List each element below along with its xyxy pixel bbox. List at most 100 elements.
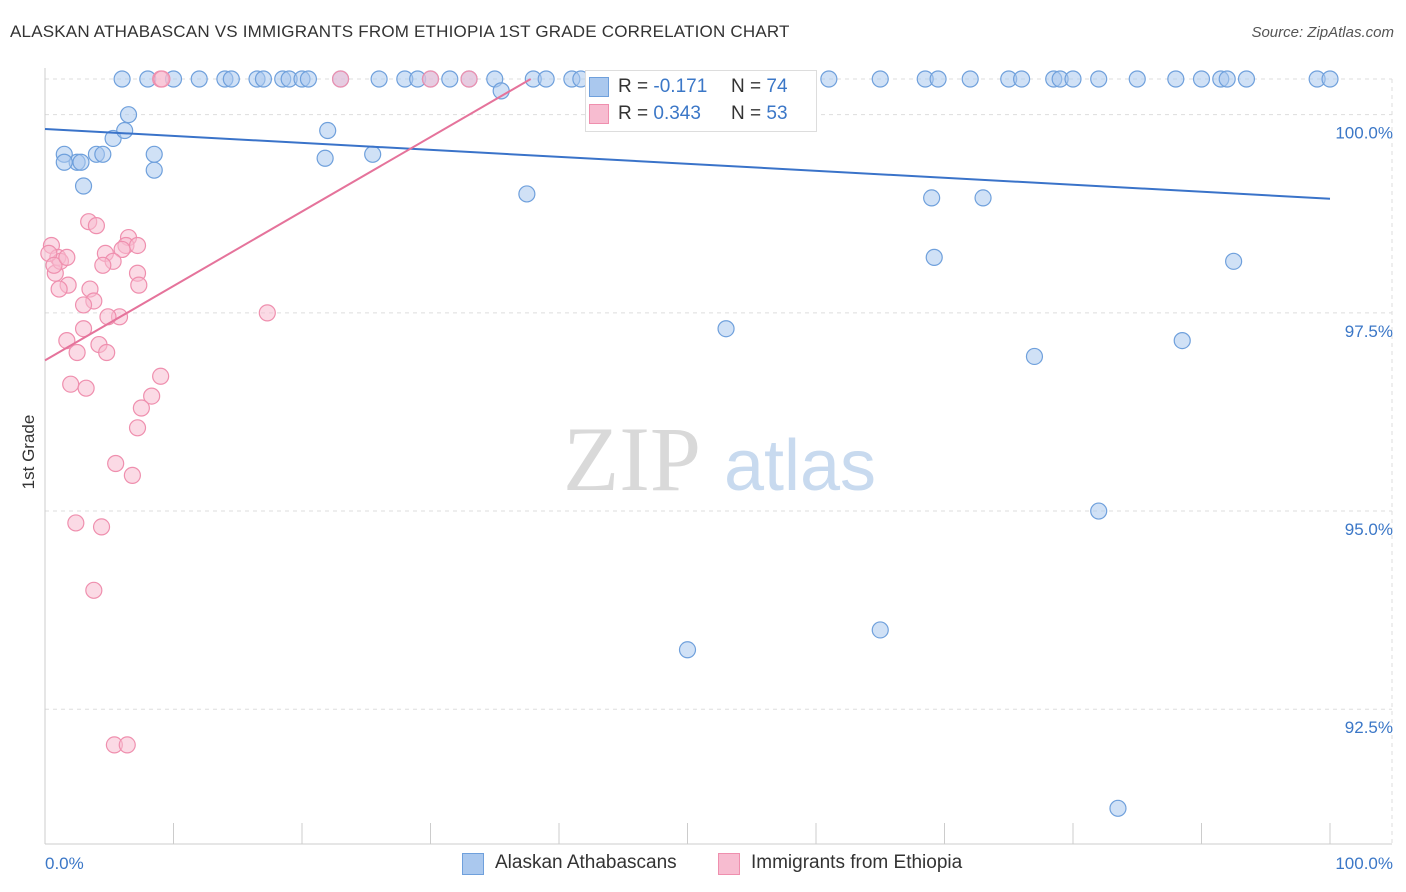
athabascan-point <box>1090 502 1108 520</box>
source-label: Source: ZipAtlas.com <box>1251 24 1394 41</box>
athabascan-point <box>441 70 459 88</box>
legend-swatch-pink <box>589 104 609 124</box>
ethiopia-point <box>118 736 136 754</box>
athabascan-point <box>72 153 90 171</box>
points-layer <box>40 70 1339 817</box>
athabascan-point <box>113 70 131 88</box>
ethiopia-point <box>153 70 171 88</box>
athabascan-point <box>923 189 941 207</box>
ethiopia-point <box>98 343 116 362</box>
ethiopia-point <box>258 304 276 322</box>
watermark-atlas: atlas <box>724 426 876 506</box>
axis-layer: 92.5% 95.0% 97.5% 100.0% 0.0% 100.0% <box>44 68 1393 873</box>
ethiopia-point <box>87 217 106 235</box>
ethiopia-point <box>92 518 111 536</box>
athabascan-point <box>518 185 536 203</box>
ethiopia-point <box>85 581 103 599</box>
athabascan-point <box>1218 70 1236 88</box>
legend-label: Immigrants from Ethiopia <box>751 852 963 873</box>
athabascan-point <box>678 641 697 659</box>
athabascan-point <box>1090 70 1108 88</box>
athabascan-point <box>299 70 318 88</box>
legend-r-value: 0.343 <box>653 103 701 124</box>
athabascan-point <box>1128 70 1146 88</box>
ethiopia-point <box>58 248 76 266</box>
athabascan-point <box>222 70 240 88</box>
athabascan-point <box>871 70 889 88</box>
ethiopia-point <box>107 454 125 473</box>
ethiopia-point <box>50 280 68 298</box>
legend-r: R = -0.171 <box>618 76 708 97</box>
athabascan-point <box>55 153 73 171</box>
ethiopia-point <box>152 367 170 385</box>
athabascan-point <box>319 121 337 140</box>
watermark: ZIP atlas <box>563 408 876 510</box>
athabascan-point <box>1064 70 1082 88</box>
athabascan-point <box>1192 70 1211 88</box>
ethiopia-point <box>45 256 63 274</box>
ethiopia-point <box>74 296 93 314</box>
athabascan-point <box>820 70 838 88</box>
legend-label: Alaskan Athabascans <box>495 852 677 873</box>
ethiopia-point <box>123 466 141 484</box>
athabascan-point <box>1173 332 1191 350</box>
ethiopia-point <box>68 343 86 362</box>
athabascan-point <box>961 70 979 88</box>
athabascan-point <box>1321 70 1339 88</box>
legend-r: R = 0.343 <box>618 103 701 124</box>
ethiopia-point <box>132 399 150 417</box>
athabascan-point <box>74 177 93 195</box>
athabascan-point <box>145 161 163 179</box>
ethiopia-point <box>99 308 117 326</box>
athabascan-trend-line <box>44 127 1331 200</box>
athabascan-point <box>1167 70 1185 88</box>
legend-swatch-pink <box>718 853 740 875</box>
ethiopia-point <box>74 320 93 338</box>
athabascan-point <box>1012 70 1031 88</box>
legend-n: N = 53 <box>731 103 788 124</box>
chart-title: ALASKAN ATHABASCAN VS IMMIGRANTS FROM ET… <box>10 22 790 41</box>
athabascan-point <box>974 189 992 207</box>
legend-swatch-blue <box>462 853 484 875</box>
athabascan-point <box>190 70 208 88</box>
athabascan-point <box>370 70 388 88</box>
athabascan-point <box>116 121 134 140</box>
athabascan-point <box>364 145 382 163</box>
y-tick-label: 100.0% <box>1335 124 1393 143</box>
athabascan-point <box>1237 70 1256 88</box>
athabascan-point <box>94 145 112 163</box>
athabascan-point <box>119 106 138 124</box>
y-axis-label: 1st Grade <box>19 415 38 490</box>
legend-swatch-blue <box>589 77 609 97</box>
y-tick-label: 97.5% <box>1345 322 1393 341</box>
athabascan-point <box>1025 347 1044 366</box>
ethiopia-point <box>460 70 478 88</box>
athabascan-point <box>1109 799 1127 817</box>
ethiopia-point <box>128 419 147 437</box>
ethiopia-point <box>67 514 85 532</box>
legend-n-value: 74 <box>766 76 788 97</box>
y-tick-label: 92.5% <box>1345 718 1393 737</box>
ethiopia-point <box>130 276 148 294</box>
legend-r-value: -0.171 <box>653 76 708 97</box>
athabascan-point <box>145 145 163 163</box>
ethiopia-trend-line <box>44 78 532 362</box>
athabascan-point <box>316 149 334 167</box>
ethiopia-point <box>421 70 440 88</box>
ethiopia-point <box>128 236 147 255</box>
x-tick-label: 100.0% <box>1335 854 1393 873</box>
y-tick-label: 95.0% <box>1345 520 1393 539</box>
ethiopia-point <box>62 375 80 393</box>
athabascan-point <box>717 320 735 338</box>
ethiopia-point <box>94 256 112 274</box>
ethiopia-point <box>143 387 161 405</box>
grid-layer <box>45 78 1393 844</box>
correlation-legend: R = -0.171 N = 74 R = 0.343 N = 53 <box>585 70 817 132</box>
athabascan-point <box>254 70 273 88</box>
ethiopia-point <box>77 379 95 397</box>
x-tick-label: 0.0% <box>45 854 84 873</box>
athabascan-point <box>929 70 947 88</box>
legend-n: N = 74 <box>731 76 788 97</box>
athabascan-point <box>925 248 943 266</box>
